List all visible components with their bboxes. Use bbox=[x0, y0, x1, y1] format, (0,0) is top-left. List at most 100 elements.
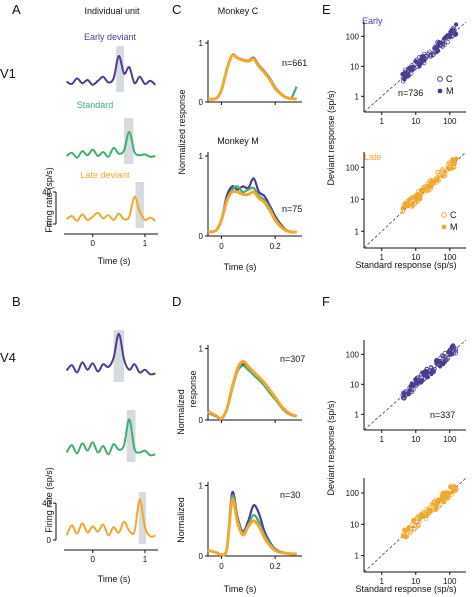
scatE2-x-tick-label: 10 bbox=[411, 253, 420, 262]
scatF2-point bbox=[439, 495, 444, 500]
unitB-trace-2 bbox=[65, 498, 156, 538]
scatE1-point bbox=[407, 72, 412, 78]
label-early-deviant: Early deviant bbox=[84, 32, 137, 42]
time-label-b: Time (s) bbox=[98, 574, 131, 584]
unitB-trace-1 bbox=[65, 418, 156, 457]
firing-rate-label-b: Firing rate (sp/s) bbox=[44, 467, 54, 533]
scatF1-point bbox=[441, 353, 447, 359]
scatF1-point bbox=[429, 367, 435, 372]
scatE2-y-tick-label: 10 bbox=[350, 195, 359, 204]
scatF2-point bbox=[421, 514, 426, 519]
scatF1-point bbox=[441, 360, 446, 366]
scatE2-y-tick-label: 100 bbox=[346, 163, 360, 172]
scatF2-point bbox=[448, 484, 453, 489]
scatE2-point bbox=[400, 209, 405, 214]
column-a-title: Individual unit bbox=[84, 6, 140, 16]
unitA-y-tick-label: 40 bbox=[42, 188, 51, 197]
count-v1-c: n=661 bbox=[282, 58, 307, 68]
scatF1-point bbox=[429, 371, 434, 377]
popD2-line-2 bbox=[207, 497, 297, 557]
popD1-line-1 bbox=[207, 364, 297, 420]
unitA-highlight-0 bbox=[116, 46, 125, 92]
standard-response-label-f: Standard response (sp/s) bbox=[355, 584, 456, 594]
scatF1-point bbox=[411, 383, 416, 388]
popD1-line-2 bbox=[207, 359, 298, 421]
scatF2-y-tick-label: 1 bbox=[355, 552, 360, 561]
standard-response-label-e: Standard response (sp/s) bbox=[355, 260, 456, 270]
scatE2-point bbox=[425, 184, 430, 190]
panel-letter-f: F bbox=[322, 294, 330, 309]
scatE1-point bbox=[450, 26, 456, 31]
scatE1-point bbox=[433, 45, 439, 50]
scatE1-point bbox=[438, 42, 443, 47]
normalized-label-d-3: Normalized bbox=[176, 497, 186, 543]
scatE1-y-tick-label: 10 bbox=[350, 62, 359, 71]
unitA-highlight-2 bbox=[135, 182, 144, 228]
scatE1-y-tick-label: 1 bbox=[355, 92, 360, 101]
scatE1-point bbox=[418, 62, 423, 67]
popD1-y-tick-label: 0 bbox=[199, 416, 204, 425]
unitB-y-tick-label: 0 bbox=[47, 536, 52, 545]
scatF2-x-tick-label: 100 bbox=[443, 577, 457, 586]
scatF1-point bbox=[419, 372, 424, 377]
scatter-title-late: Late bbox=[364, 152, 382, 162]
popC2-y-tick-label: 0 bbox=[199, 232, 204, 241]
scatE1-point bbox=[453, 22, 459, 27]
legend-label-m-early: M bbox=[446, 86, 454, 96]
scatE2-point bbox=[425, 184, 431, 189]
time-label-d: Time (s) bbox=[224, 584, 257, 594]
scatE1-point bbox=[447, 35, 453, 40]
scatF2-point bbox=[418, 512, 424, 517]
scatE1-x-tick-label: 1 bbox=[380, 117, 385, 126]
scatF2-point bbox=[417, 516, 422, 521]
scatE1-point bbox=[445, 39, 450, 45]
label-standard: Standard bbox=[77, 100, 114, 110]
panel-letter-e: E bbox=[322, 2, 331, 17]
scatF1-point bbox=[413, 383, 418, 389]
scatF2-point bbox=[440, 499, 446, 504]
scatF1-point bbox=[423, 368, 428, 374]
scatE2-point bbox=[433, 176, 438, 181]
unitA-trace-0 bbox=[66, 54, 157, 86]
count-v4-c: n=307 bbox=[280, 354, 305, 364]
popD1-y-tick-label: 1 bbox=[199, 345, 204, 354]
scatF1-point bbox=[416, 381, 421, 386]
normalized-response-label-c: Normalized response bbox=[177, 89, 187, 174]
scatE1-identity-line bbox=[363, 21, 467, 113]
scatF2-point bbox=[428, 509, 433, 514]
area-label-v1: V1 bbox=[0, 66, 16, 81]
panel-letter-c: C bbox=[172, 2, 181, 17]
scatF2-point bbox=[426, 506, 431, 511]
scatF2-point bbox=[411, 527, 417, 532]
count-v4-m: n=30 bbox=[280, 490, 300, 500]
count-v1-m: n=75 bbox=[282, 204, 302, 214]
scatF1-point bbox=[434, 361, 439, 366]
scatE2-point bbox=[411, 194, 417, 199]
scatF2-point bbox=[451, 486, 456, 492]
scatF2-point bbox=[430, 501, 436, 506]
scatF1-point bbox=[411, 387, 416, 392]
scatE1-x-tick-label: 10 bbox=[411, 117, 420, 126]
scatE1-point bbox=[433, 49, 438, 54]
scatF2-y-tick-label: 10 bbox=[350, 520, 359, 529]
legend-marker-c bbox=[441, 212, 447, 218]
scatter-title-early: Early bbox=[362, 16, 383, 26]
unitB-trace-0 bbox=[65, 332, 156, 376]
scatE2-point bbox=[442, 170, 448, 175]
scatF1-point bbox=[415, 375, 421, 380]
scatE2-point bbox=[417, 196, 423, 202]
legend-marker-m bbox=[441, 224, 447, 230]
scatF2-point bbox=[424, 506, 429, 512]
scatE1-point bbox=[427, 54, 433, 59]
scatE1-point bbox=[400, 79, 406, 84]
scatF2-point bbox=[415, 524, 420, 529]
scatE2-point bbox=[408, 196, 414, 201]
deviant-response-label-f: Deviant response (sp/s) bbox=[326, 400, 336, 495]
scatE2-point bbox=[413, 199, 419, 204]
monkey-c-title: Monkey C bbox=[218, 6, 259, 16]
unitA-x-tick-label: 1 bbox=[143, 239, 148, 248]
legend-marker-c-early bbox=[437, 76, 443, 82]
scatE2-x-tick-label: 1 bbox=[380, 253, 385, 262]
scatF1-point bbox=[403, 389, 409, 394]
